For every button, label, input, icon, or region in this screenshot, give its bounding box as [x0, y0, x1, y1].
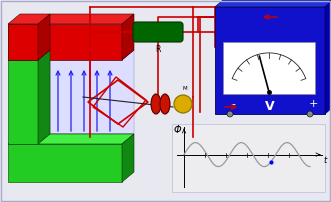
- Text: M: M: [183, 86, 187, 91]
- Polygon shape: [122, 134, 134, 182]
- Ellipse shape: [160, 94, 170, 114]
- Text: V: V: [265, 100, 275, 113]
- Polygon shape: [8, 144, 122, 182]
- Polygon shape: [215, 0, 331, 7]
- Polygon shape: [38, 50, 50, 144]
- Polygon shape: [172, 124, 325, 192]
- Polygon shape: [8, 134, 134, 144]
- Polygon shape: [8, 50, 50, 60]
- Text: +: +: [308, 99, 318, 109]
- Polygon shape: [8, 24, 122, 60]
- Polygon shape: [38, 14, 50, 60]
- Polygon shape: [38, 50, 134, 60]
- Text: t: t: [323, 156, 327, 165]
- Ellipse shape: [227, 111, 233, 117]
- Polygon shape: [50, 50, 134, 134]
- FancyBboxPatch shape: [133, 22, 183, 42]
- Ellipse shape: [307, 111, 313, 117]
- Text: R: R: [155, 45, 161, 54]
- Text: -: -: [231, 99, 235, 109]
- Polygon shape: [325, 0, 331, 114]
- Ellipse shape: [174, 95, 192, 113]
- Polygon shape: [223, 42, 315, 94]
- Polygon shape: [38, 134, 134, 144]
- Polygon shape: [215, 7, 325, 114]
- Ellipse shape: [151, 94, 161, 114]
- Polygon shape: [8, 14, 134, 24]
- Polygon shape: [122, 14, 134, 60]
- Polygon shape: [8, 24, 38, 60]
- Text: Φ: Φ: [173, 125, 181, 135]
- Polygon shape: [8, 60, 38, 144]
